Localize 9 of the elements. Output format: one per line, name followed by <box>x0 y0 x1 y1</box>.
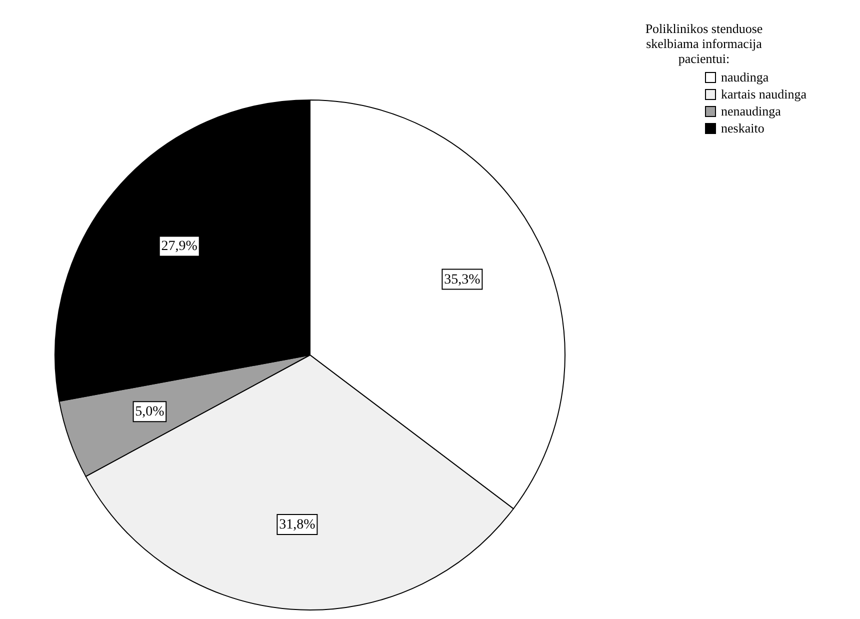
legend-label: naudinga <box>721 70 769 84</box>
data-label: 5,0% <box>135 404 165 420</box>
data-label: 31,8% <box>279 518 316 533</box>
legend-label: kartais naudinga <box>721 86 807 102</box>
legend-title: Poliklinikos stenduose skelbiama informacija pacientui: <box>645 21 763 66</box>
legend-label: nenaudinga <box>721 104 782 118</box>
data-label: 27,9% <box>161 239 198 254</box>
legend-label: neskaito <box>721 120 764 136</box>
data-label: 35,3% <box>444 272 481 288</box>
